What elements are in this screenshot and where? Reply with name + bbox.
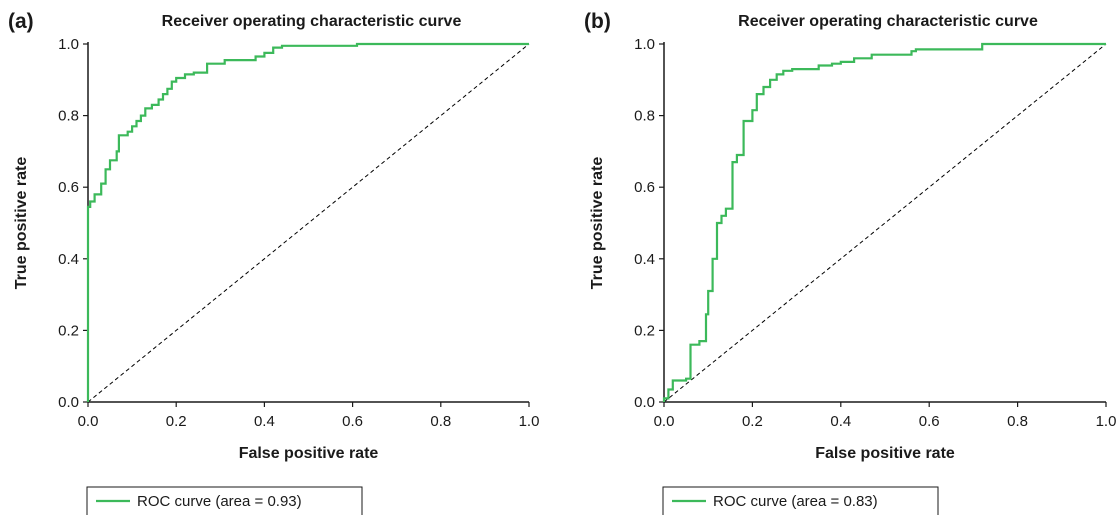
legend-box xyxy=(662,486,939,515)
x-axis-label: False positive rate xyxy=(815,445,955,462)
panel-label: (a) xyxy=(8,10,34,33)
x-tick-label: 1.0 xyxy=(1096,413,1117,430)
y-tick-label: 0.2 xyxy=(58,322,79,339)
x-axis-label: False positive rate xyxy=(239,445,379,462)
y-tick-label: 0.6 xyxy=(634,179,655,196)
x-tick-label: 0.4 xyxy=(830,413,851,430)
x-tick-label: 0.8 xyxy=(430,413,451,430)
roc-panel-b: (b) Receiver operating characteristic cur… xyxy=(584,10,1116,515)
x-tick-label: 0.8 xyxy=(1007,413,1028,430)
chart-title: Receiver operating characteristic curve xyxy=(162,13,462,30)
y-tick-label: 0.0 xyxy=(634,394,655,411)
x-tick-label: 0.4 xyxy=(254,413,275,430)
legend: ROC curve (area = 0.93) xyxy=(86,486,363,515)
y-tick-label: 0.0 xyxy=(58,394,79,411)
roc-curve-line xyxy=(86,42,529,402)
legend-box xyxy=(86,486,363,515)
x-tick-label: 0.0 xyxy=(78,413,99,430)
y-axis-label: True positive rate xyxy=(589,157,606,290)
roc-panel-a: (a) Receiver operating characteristic cur… xyxy=(8,10,539,515)
y-tick-label: 1.0 xyxy=(58,36,79,53)
x-tick-label: 0.2 xyxy=(166,413,187,430)
x-tick-label: 0.6 xyxy=(919,413,940,430)
y-tick-label: 0.6 xyxy=(58,179,79,196)
y-axis-label: True positive rate xyxy=(13,157,30,290)
chance-diagonal-line xyxy=(87,43,530,403)
legend-label: ROC curve (area = 0.83) xyxy=(713,493,878,510)
roc-curve-line xyxy=(662,42,1106,402)
panel-label: (b) xyxy=(584,10,611,33)
x-tick-label: 0.6 xyxy=(342,413,363,430)
legend-label: ROC curve (area = 0.93) xyxy=(137,493,302,510)
y-tick-label: 0.8 xyxy=(634,108,655,125)
y-tick-label: 0.2 xyxy=(634,322,655,339)
legend: ROC curve (area = 0.83) xyxy=(662,486,939,515)
y-tick-label: 0.4 xyxy=(634,251,655,268)
x-tick-label: 0.0 xyxy=(654,413,675,430)
y-tick-label: 0.4 xyxy=(58,251,79,268)
chance-diagonal-line xyxy=(663,43,1107,403)
x-tick-label: 1.0 xyxy=(519,413,540,430)
y-tick-label: 1.0 xyxy=(634,36,655,53)
y-tick-label: 0.8 xyxy=(58,108,79,125)
x-tick-label: 0.2 xyxy=(742,413,763,430)
chart-title: Receiver operating characteristic curve xyxy=(738,13,1038,30)
